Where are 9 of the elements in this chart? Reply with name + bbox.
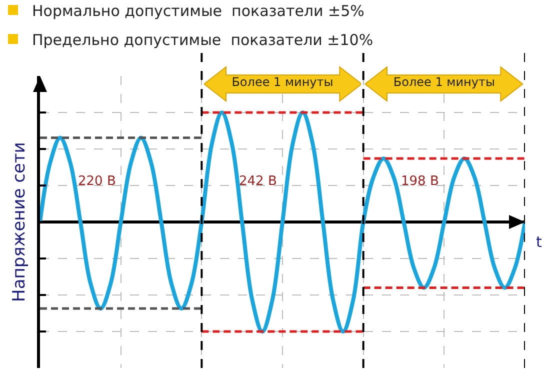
annotation: 220 В (78, 174, 116, 189)
text: Нормально допустимые показатели ±5% (32, 2, 364, 20)
y-axis-title: Напряжение сети (10, 142, 30, 302)
text: Более 1 минуты (230, 75, 334, 89)
text: Более 1 минуты (392, 75, 496, 89)
annotation: 242 В (239, 174, 277, 189)
x-axis-title: t (536, 233, 542, 251)
annotation: 198 В (401, 174, 439, 189)
text: Предельно допустимые показатели ±10% (32, 31, 374, 49)
